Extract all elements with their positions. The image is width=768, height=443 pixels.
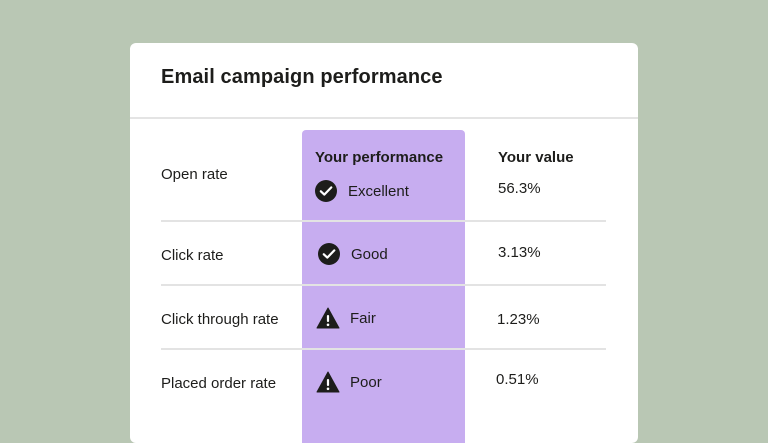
warning-triangle-icon — [316, 370, 340, 394]
value-placed-order-rate: 0.51% — [496, 371, 539, 388]
status-text: Good — [351, 245, 388, 263]
value-open-rate: 56.3% — [498, 180, 541, 197]
check-circle-icon — [314, 179, 338, 203]
status-open-rate: Excellent — [314, 179, 409, 203]
row-divider — [161, 348, 606, 350]
row-divider — [161, 284, 606, 286]
status-click-through-rate: Fair — [316, 306, 376, 330]
row-divider — [161, 220, 606, 222]
status-text: Fair — [350, 309, 376, 327]
metric-label-click-through-rate: Click through rate — [161, 311, 279, 328]
status-placed-order-rate: Poor — [316, 370, 382, 394]
performance-card: Email campaign performance Your performa… — [130, 43, 638, 443]
status-text: Poor — [350, 373, 382, 391]
card-header — [130, 43, 638, 119]
metric-label-open-rate: Open rate — [161, 166, 228, 183]
card-title: Email campaign performance — [161, 66, 443, 88]
value-click-rate: 3.13% — [498, 244, 541, 261]
performance-column-highlight — [302, 130, 465, 443]
header-your-performance: Your performance — [315, 149, 444, 166]
status-click-rate: Good — [317, 242, 388, 266]
status-text: Excellent — [348, 182, 409, 200]
metric-label-placed-order-rate: Placed order rate — [161, 375, 277, 392]
metric-label-click-rate: Click rate — [161, 247, 224, 264]
check-circle-icon — [317, 242, 341, 266]
header-your-value: Your value — [498, 149, 574, 166]
warning-triangle-icon — [316, 306, 340, 330]
value-click-through-rate: 1.23% — [497, 311, 540, 328]
